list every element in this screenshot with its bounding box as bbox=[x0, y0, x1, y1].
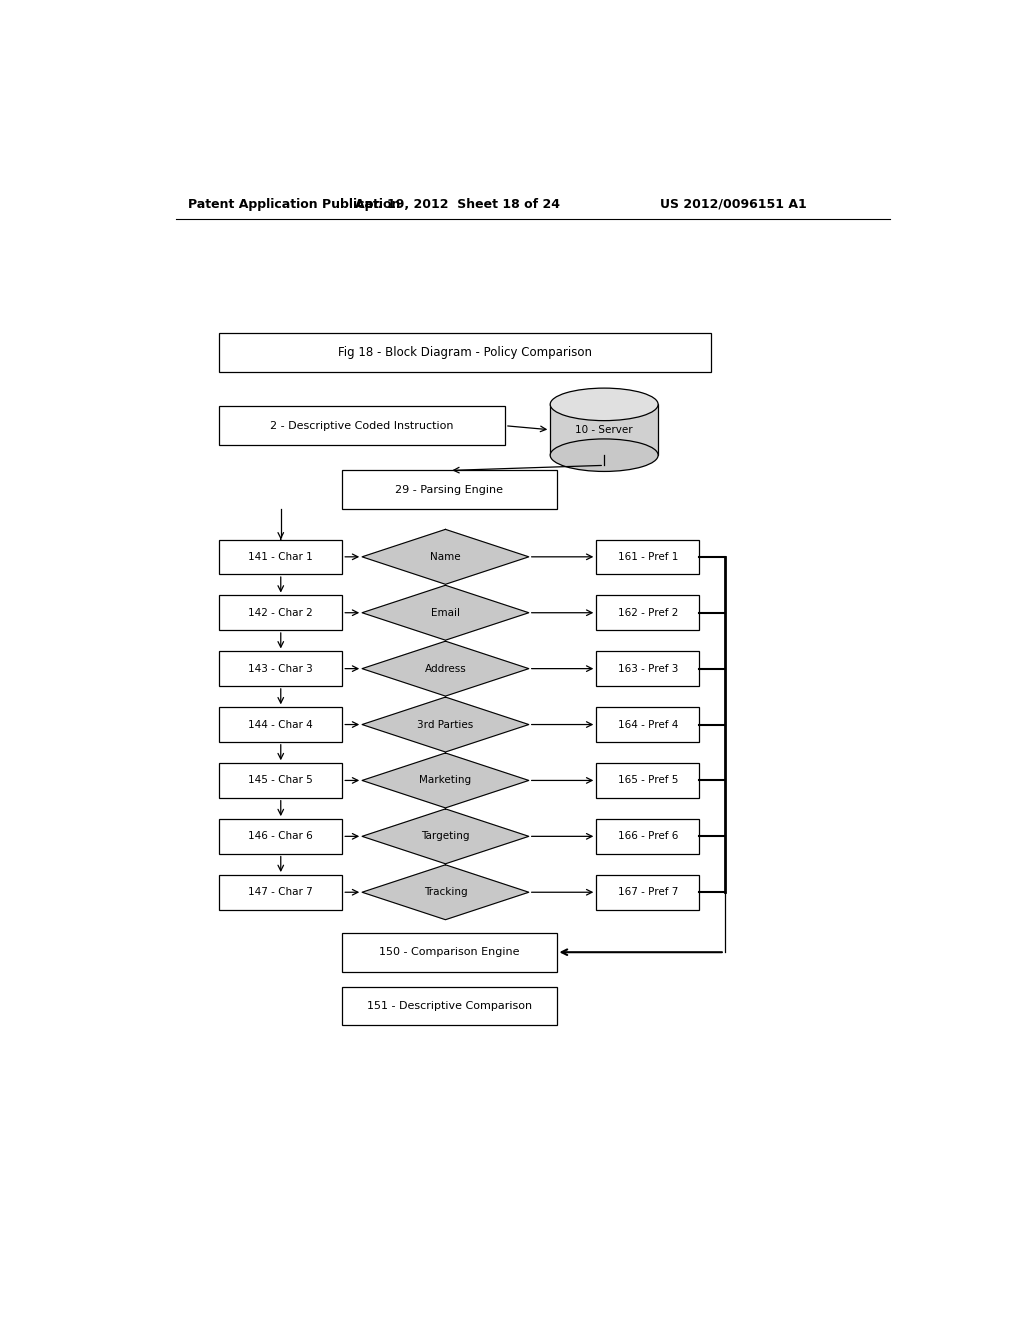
FancyBboxPatch shape bbox=[596, 595, 699, 630]
FancyBboxPatch shape bbox=[219, 651, 342, 686]
Text: Tracking: Tracking bbox=[424, 887, 467, 898]
Polygon shape bbox=[362, 529, 528, 585]
Ellipse shape bbox=[550, 388, 658, 421]
Polygon shape bbox=[362, 752, 528, 808]
Text: 142 - Char 2: 142 - Char 2 bbox=[249, 607, 313, 618]
Text: 164 - Pref 4: 164 - Pref 4 bbox=[617, 719, 678, 730]
FancyBboxPatch shape bbox=[219, 763, 342, 797]
Text: 162 - Pref 2: 162 - Pref 2 bbox=[617, 607, 678, 618]
Text: Name: Name bbox=[430, 552, 461, 562]
Text: 141 - Char 1: 141 - Char 1 bbox=[249, 552, 313, 562]
FancyBboxPatch shape bbox=[219, 540, 342, 574]
Polygon shape bbox=[362, 585, 528, 640]
FancyBboxPatch shape bbox=[596, 875, 699, 909]
Text: Apr. 19, 2012  Sheet 18 of 24: Apr. 19, 2012 Sheet 18 of 24 bbox=[355, 198, 560, 211]
FancyBboxPatch shape bbox=[596, 818, 699, 854]
FancyBboxPatch shape bbox=[342, 987, 557, 1026]
Polygon shape bbox=[362, 642, 528, 696]
FancyBboxPatch shape bbox=[219, 407, 505, 445]
FancyBboxPatch shape bbox=[342, 933, 557, 972]
FancyBboxPatch shape bbox=[219, 333, 712, 372]
FancyBboxPatch shape bbox=[550, 404, 658, 455]
Text: 147 - Char 7: 147 - Char 7 bbox=[249, 887, 313, 898]
FancyBboxPatch shape bbox=[342, 470, 557, 510]
Text: US 2012/0096151 A1: US 2012/0096151 A1 bbox=[659, 198, 807, 211]
Text: 161 - Pref 1: 161 - Pref 1 bbox=[617, 552, 678, 562]
FancyBboxPatch shape bbox=[596, 763, 699, 797]
Text: 2 - Descriptive Coded Instruction: 2 - Descriptive Coded Instruction bbox=[270, 421, 454, 430]
FancyBboxPatch shape bbox=[219, 708, 342, 742]
Text: Address: Address bbox=[425, 664, 466, 673]
FancyBboxPatch shape bbox=[219, 875, 342, 909]
Text: Targeting: Targeting bbox=[421, 832, 470, 841]
Text: 165 - Pref 5: 165 - Pref 5 bbox=[617, 775, 678, 785]
Text: 146 - Char 6: 146 - Char 6 bbox=[249, 832, 313, 841]
Polygon shape bbox=[362, 809, 528, 863]
Text: 3rd Parties: 3rd Parties bbox=[418, 719, 473, 730]
Text: 145 - Char 5: 145 - Char 5 bbox=[249, 775, 313, 785]
Text: 144 - Char 4: 144 - Char 4 bbox=[249, 719, 313, 730]
FancyBboxPatch shape bbox=[596, 708, 699, 742]
Ellipse shape bbox=[550, 440, 658, 471]
Text: 163 - Pref 3: 163 - Pref 3 bbox=[617, 664, 678, 673]
Text: 166 - Pref 6: 166 - Pref 6 bbox=[617, 832, 678, 841]
Text: 151 - Descriptive Comparison: 151 - Descriptive Comparison bbox=[367, 1001, 532, 1011]
Text: 167 - Pref 7: 167 - Pref 7 bbox=[617, 887, 678, 898]
FancyBboxPatch shape bbox=[219, 818, 342, 854]
Text: Marketing: Marketing bbox=[420, 775, 471, 785]
FancyBboxPatch shape bbox=[596, 651, 699, 686]
Text: Fig 18 - Block Diagram - Policy Comparison: Fig 18 - Block Diagram - Policy Comparis… bbox=[338, 346, 592, 359]
Text: 10 - Server: 10 - Server bbox=[575, 425, 633, 434]
Text: Patent Application Publication: Patent Application Publication bbox=[187, 198, 400, 211]
FancyBboxPatch shape bbox=[596, 540, 699, 574]
Polygon shape bbox=[362, 865, 528, 920]
Text: Email: Email bbox=[431, 607, 460, 618]
Text: 150 - Comparison Engine: 150 - Comparison Engine bbox=[379, 948, 519, 957]
Text: 29 - Parsing Engine: 29 - Parsing Engine bbox=[395, 484, 504, 495]
FancyBboxPatch shape bbox=[219, 595, 342, 630]
Polygon shape bbox=[362, 697, 528, 752]
Text: 143 - Char 3: 143 - Char 3 bbox=[249, 664, 313, 673]
